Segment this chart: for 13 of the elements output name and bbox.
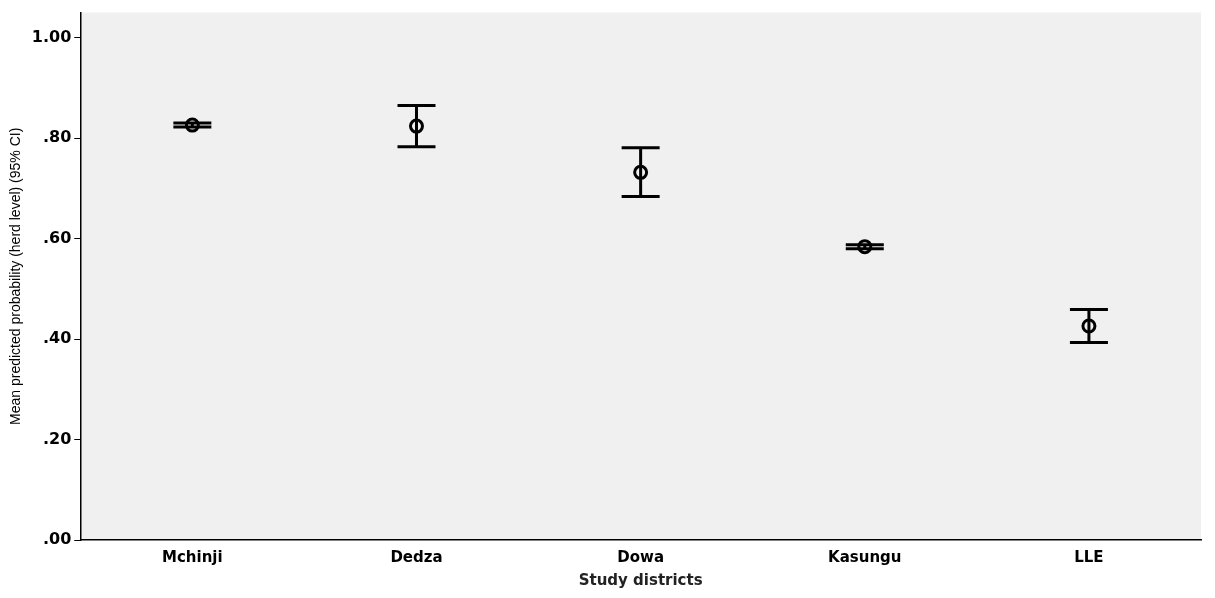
y-tick-label: 1.00 <box>31 26 72 46</box>
y-tick-label: .60 <box>42 227 72 247</box>
y-tick-label: .80 <box>42 127 72 147</box>
x-axis-title: Study districts <box>578 570 703 589</box>
x-tick-label: Kasungu <box>828 547 902 566</box>
y-axis-title: Mean predicted probability (herd level) (95% CI) <box>7 127 24 425</box>
x-tick-label: Dedza <box>390 547 443 566</box>
x-tick-label: LLE <box>1074 547 1104 566</box>
x-tick-label: Dowa <box>617 547 665 566</box>
y-tick-label: .40 <box>42 328 72 348</box>
x-tick-label: Mchinji <box>162 547 223 566</box>
y-tick-label: .00 <box>42 529 72 549</box>
y-tick-label: .20 <box>42 428 72 448</box>
